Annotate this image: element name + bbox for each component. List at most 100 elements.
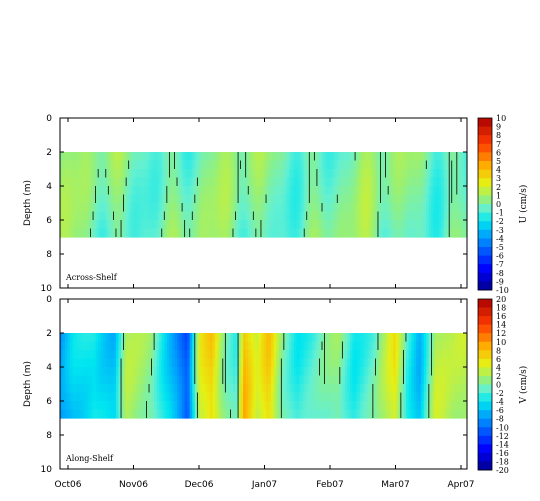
field-cell [436,384,440,394]
field-cell [405,333,410,343]
field-cell [217,220,221,230]
field-cell [151,333,155,343]
field-cell [182,350,186,360]
field-cell [334,186,338,196]
field-cell [416,384,420,394]
field-cell [166,220,170,230]
field-cell [329,375,333,385]
field-cell [309,409,313,419]
field-cell [273,211,277,221]
field-cell [299,367,303,377]
field-cell [65,228,69,238]
field-cell [454,220,458,230]
field-cell [266,409,270,419]
field-cell [403,194,407,204]
colorbar-tick-label: -10 [496,423,509,432]
field-cell [161,375,165,385]
field-cell [115,203,120,213]
colorbar-frame [477,117,493,291]
field-cell [220,169,224,179]
field-cell [85,220,89,230]
field-cell [60,367,64,377]
field-cell [136,177,140,187]
field-cell [281,392,285,402]
field-cell [151,375,155,385]
field-cell [98,367,102,377]
field-cell [258,203,262,213]
field-cell [416,152,420,162]
field-cell [288,169,293,179]
field-cell [324,228,328,238]
field-cell [400,228,404,238]
field-cell [344,401,349,411]
field-cell [362,392,366,402]
field-cell [243,333,247,343]
field-cell [263,409,267,419]
field-cell [146,220,150,230]
field-cell [276,401,280,411]
field-cell [253,401,257,411]
field-cell [128,160,132,170]
field-cell [456,228,460,238]
field-cell [133,169,137,179]
field-cell [281,401,285,411]
field-cell [240,384,244,394]
field-cell [85,392,89,402]
field-cell [408,409,412,419]
field-cell [113,401,117,411]
field-cell [322,220,326,230]
field-cell [123,194,127,204]
field-cell [388,203,392,213]
field-cell [431,341,435,351]
colorbar-segment [478,324,492,334]
field-cell [179,169,183,179]
field-cell [375,152,379,162]
field-cell [395,392,399,402]
field-cell [276,409,280,419]
field-cell [169,401,173,411]
colorbar-segment [478,375,492,385]
field-cell [103,169,107,179]
field-cell [464,194,468,204]
field-cell [95,333,99,343]
field-cell [232,367,237,377]
field-cell [204,401,209,411]
field-cell [67,392,71,402]
field-cell [347,177,351,187]
field-cell [62,350,66,360]
field-cell [362,350,366,360]
field-cell [337,220,341,230]
field-cell [217,409,221,419]
field-cell [121,392,125,402]
field-cell [164,203,168,213]
field-cell [110,333,115,343]
field-cell [220,333,224,343]
field-cell [380,409,384,419]
field-cell [304,203,308,213]
field-cell [375,186,379,196]
field-cell [121,375,125,385]
field-cell [194,186,198,196]
field-cell [411,169,415,179]
field-cell [449,358,453,368]
field-cell [67,409,71,419]
field-cell [286,186,290,196]
field-cell [98,160,102,170]
field-cell [161,152,165,162]
field-cell [202,220,206,230]
colorbar-segment [478,118,492,127]
field-cell [441,341,445,351]
field-cell [154,358,158,368]
field-cell [365,333,369,343]
field-cell [411,367,415,377]
field-cell [62,203,66,213]
field-cell [210,392,214,402]
colorbar-tick-label: 16 [496,312,506,321]
field-cell [416,194,420,204]
field-cell [319,401,323,411]
field-cell [383,358,387,368]
field-cell [428,409,432,419]
field-cell [403,392,407,402]
field-cell [87,341,92,351]
field-cell [316,341,321,351]
